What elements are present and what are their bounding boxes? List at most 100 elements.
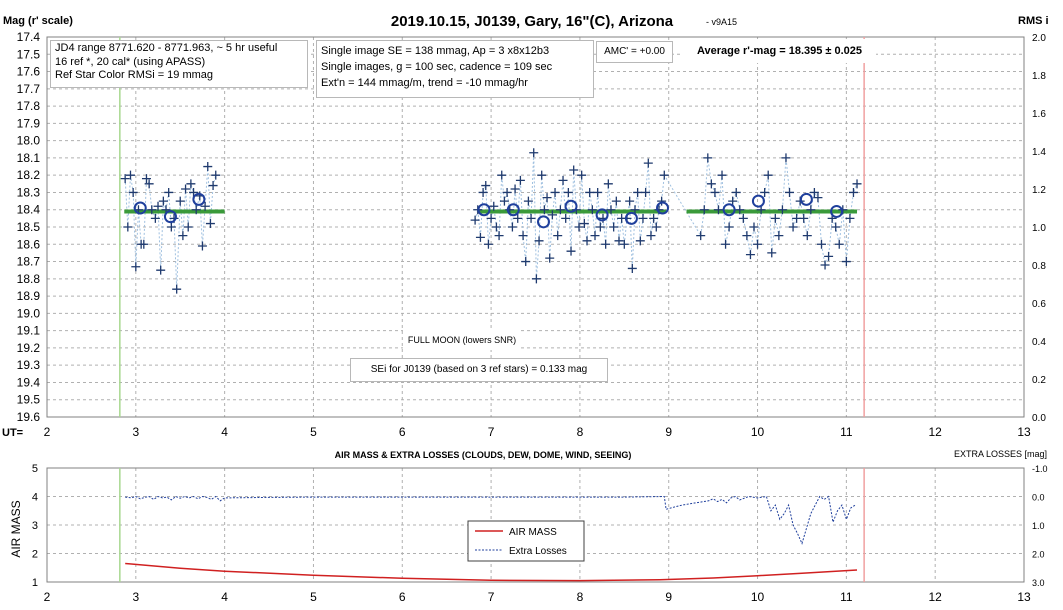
plus-point xyxy=(774,231,784,241)
plus-point xyxy=(186,179,196,189)
bottom-left-tick-label: 2 xyxy=(32,549,38,561)
plus-point xyxy=(649,213,659,223)
plus-point xyxy=(735,205,745,215)
plus-point xyxy=(710,187,720,197)
top-right-tick-label: 1.8 xyxy=(1032,71,1046,82)
top-right-tick-label: 1.6 xyxy=(1032,109,1046,120)
jd-range-line: JD4 range 8771.620 - 8771.963, ~ 5 hr us… xyxy=(55,42,278,54)
plus-point xyxy=(770,213,780,223)
top-x-tick-label: 5 xyxy=(310,425,317,439)
plus-point xyxy=(518,231,528,241)
plus-point xyxy=(200,201,210,211)
plus-point xyxy=(499,196,509,206)
plus-point xyxy=(813,193,823,203)
top-right-tick-label: 0.6 xyxy=(1032,299,1046,310)
plus-point xyxy=(507,222,517,232)
plus-point xyxy=(523,196,533,206)
plus-point xyxy=(651,222,661,232)
circle-point xyxy=(163,210,177,224)
bottom-x-tick-label: 12 xyxy=(929,590,943,604)
plus-point xyxy=(738,213,748,223)
ref-star-count-line: 16 ref *, 20 cal* (using APASS) xyxy=(55,55,206,68)
top-left-tick-label: 17.7 xyxy=(17,82,41,96)
top-left-tick-label: 18.4 xyxy=(17,203,41,217)
plus-point xyxy=(614,236,624,246)
plus-point xyxy=(550,187,560,197)
plus-point xyxy=(606,205,616,215)
plus-point xyxy=(785,187,795,197)
bottom-x-tick-label: 2 xyxy=(44,590,51,604)
plus-point xyxy=(539,205,549,215)
plus-point xyxy=(802,231,812,241)
plus-point xyxy=(191,205,201,215)
plus-point xyxy=(489,201,499,211)
plus-point xyxy=(139,239,149,249)
plus-point xyxy=(630,205,640,215)
bottom-chart-title: AIR MASS & EXTRA LOSSES (CLOUDS, DEW, DO… xyxy=(335,450,632,460)
plus-point xyxy=(820,260,830,270)
plus-point xyxy=(158,196,168,206)
plus-point xyxy=(205,219,215,229)
plus-point xyxy=(153,201,163,211)
bottom-right-tick-label: 0.0 xyxy=(1032,493,1045,503)
full-moon-note: FULL MOON (lowers SNR) xyxy=(403,330,521,350)
plus-point xyxy=(491,222,501,232)
bottom-left-axis-label: AIR MASS xyxy=(9,500,23,557)
plus-point xyxy=(845,213,855,223)
plus-point xyxy=(699,205,709,215)
plus-point xyxy=(806,205,816,215)
top-right-tick-label: 0.4 xyxy=(1032,337,1046,348)
amc-note: AMC' = +0.00 xyxy=(596,41,673,63)
top-left-tick-label: 18.8 xyxy=(17,272,41,286)
top-right-tick-label: 1.4 xyxy=(1032,147,1046,158)
plus-point xyxy=(569,165,579,175)
plus-point xyxy=(189,187,199,197)
circle-point xyxy=(506,203,520,217)
plus-point xyxy=(659,170,669,180)
bottom-vertical-markers xyxy=(119,468,865,582)
plus-point xyxy=(717,170,727,180)
plus-point xyxy=(816,239,826,249)
plus-point xyxy=(763,170,773,180)
plus-point xyxy=(767,248,777,258)
plus-point xyxy=(120,174,130,184)
circle-point xyxy=(751,194,765,208)
top-left-tick-label: 18.0 xyxy=(17,134,41,148)
plus-point xyxy=(502,187,512,197)
plus-point xyxy=(831,222,841,232)
top-x-tick-label: 8 xyxy=(577,425,584,439)
top-left-tick-label: 18.1 xyxy=(17,151,41,165)
plus-point xyxy=(515,175,525,185)
plus-point xyxy=(475,232,485,242)
plus-point xyxy=(603,179,613,189)
bottom-x-tick-label: 4 xyxy=(221,590,228,604)
plus-point xyxy=(643,158,653,168)
plus-point xyxy=(513,213,523,223)
plus-point xyxy=(566,246,576,256)
plus-point xyxy=(587,205,597,215)
plus-point xyxy=(809,187,819,197)
plus-point xyxy=(470,215,480,225)
top-left-tick-label: 19.4 xyxy=(17,375,41,389)
average-mag-value: Average r'-mag = 18.395 ± 0.025 xyxy=(696,45,863,57)
plus-point xyxy=(852,179,862,189)
plus-point xyxy=(128,187,138,197)
single-image-points xyxy=(120,148,862,294)
top-right-tick-labels: 0.0 0.2 0.4 0.6 0.8 1.0 1.2 1.4 1.6 1.8 2.0 xyxy=(1032,33,1046,424)
top-left-tick-label: 19.2 xyxy=(17,341,41,355)
plus-point xyxy=(558,175,568,185)
circle-point xyxy=(192,192,206,206)
plus-point xyxy=(534,236,544,246)
plus-point xyxy=(777,205,787,215)
top-plot-frame xyxy=(46,36,1025,418)
averaged-points xyxy=(133,192,844,229)
top-x-tick-label: 3 xyxy=(132,425,139,439)
plus-point xyxy=(478,187,488,197)
circle-point xyxy=(564,199,578,213)
top-x-tick-label: 10 xyxy=(751,425,765,439)
plus-point xyxy=(728,196,738,206)
plus-point xyxy=(526,213,536,223)
circle-point xyxy=(595,208,609,222)
top-x-tick-label: 13 xyxy=(1017,425,1031,439)
